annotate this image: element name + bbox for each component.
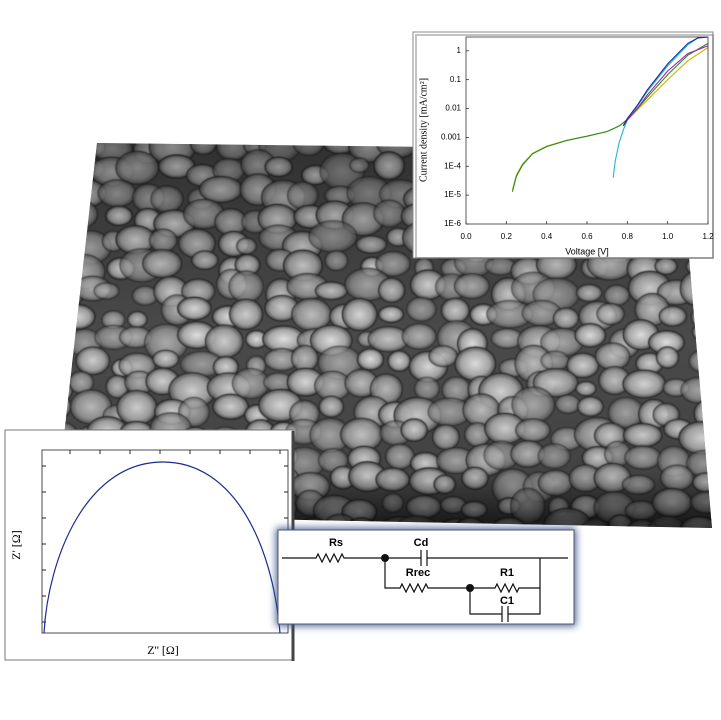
circuit-wires [282,550,568,622]
panel-frame [4,429,294,661]
grain [55,221,78,252]
grain [55,379,73,403]
panel-frame [277,529,575,625]
x-axis-label: Voltage [V] [565,246,609,256]
node [381,554,389,562]
jv-curve [622,45,709,127]
jv-curve [612,36,709,178]
grain [55,143,68,152]
y-tick-label: 0.1 [450,75,462,84]
y-tick-label: 0.001 [441,132,462,141]
grain [55,177,79,202]
component-label: C1 [500,595,514,607]
jv-curve [622,36,709,127]
x-tick-label: 1.2 [702,232,714,241]
x-axis-label: Z'' [Ω] [147,643,179,657]
grain [55,201,82,224]
circuit-panel: Rs Cd Rrec R1 C1 [276,528,576,626]
y-tick-label: 0.01 [445,104,461,113]
x-tick-label: 0.8 [622,232,634,241]
grain [55,277,84,311]
component-label: Cd [414,537,429,549]
nyquist-panel: Z' [Ω] Z'' [Ω] [4,429,295,661]
x-tick-label: 0.4 [541,232,553,241]
x-tick-label: 0.6 [581,232,593,241]
grain [55,306,79,326]
x-tick-label: 1.0 [662,232,674,241]
grain [55,328,70,350]
plot-frame [465,36,709,225]
component-label: Rrec [406,567,430,579]
grain [55,249,77,281]
grain [55,345,74,373]
y-tick-label: 1 [457,46,462,55]
y-axis-label: Current density [mA/cm²] [418,78,429,182]
x-tick-label: 0.0 [460,232,472,241]
component-label: Rs [329,537,343,549]
jv-chart-panel: 0.0 0.2 0.4 0.6 0.8 1.0 1.2 1E-6 1E-5 1E-4 0.001 0.… [412,31,714,259]
y-axis-label: Z' [Ω] [9,530,23,559]
y-tick-label: 1E-5 [444,190,461,199]
component-label: R1 [500,567,514,579]
jv-curve [511,42,709,192]
y-tick-label: 1E-4 [444,161,461,170]
node [466,584,474,592]
grain [55,159,89,192]
x-tick-label: 0.2 [501,232,513,241]
y-tick-label: 1E-6 [444,219,461,228]
impedance-curve [43,461,281,634]
